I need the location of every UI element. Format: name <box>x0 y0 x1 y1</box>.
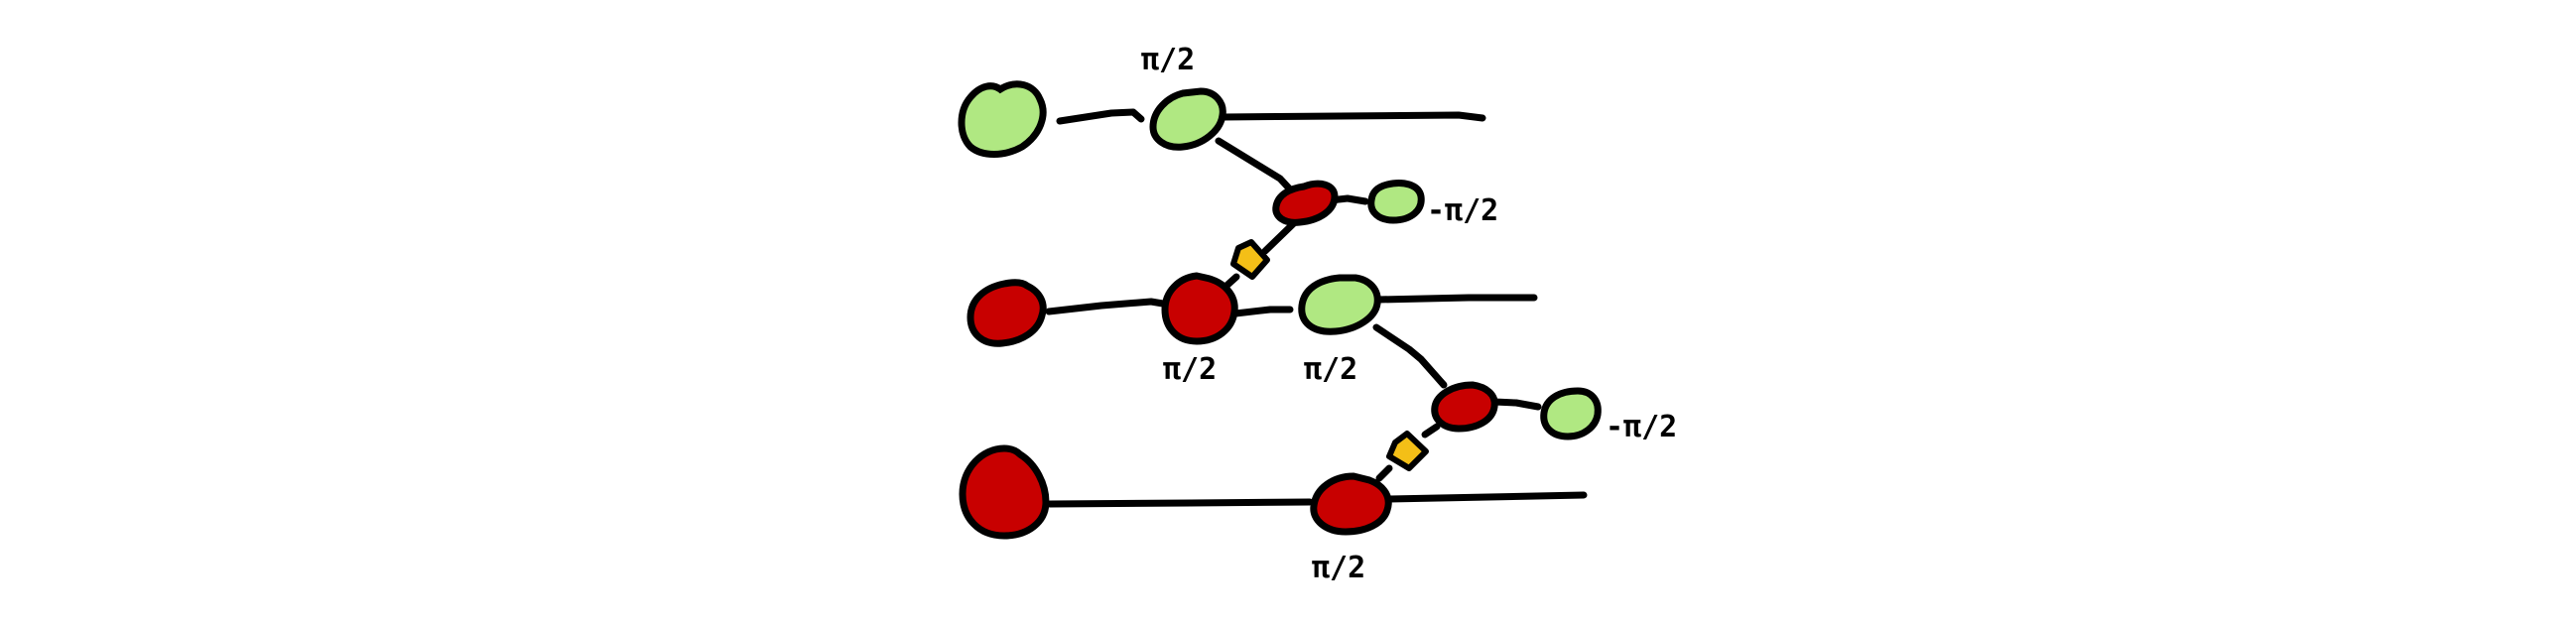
phase-label-q1-a: π/2 <box>1163 352 1217 387</box>
z-spider-q0-c <box>1367 180 1425 224</box>
wire-hadamard-to-q2 <box>1375 464 1393 482</box>
wire-q2-output <box>1385 491 1588 503</box>
spiders <box>958 80 1602 540</box>
phase-label-q1-b: π/2 <box>1304 352 1357 387</box>
z-spider-q1-d <box>1540 387 1602 440</box>
wire-q1-link <box>1231 306 1294 317</box>
phase-label-q2-a: π/2 <box>1312 551 1365 585</box>
phase-label-q0-a: π/2 <box>1141 43 1195 77</box>
wire-q1-to-phase <box>1490 398 1542 411</box>
z-spider-q1-b <box>1298 274 1381 335</box>
x-spider-q0-b <box>1272 180 1339 226</box>
wire-q1-diagonal <box>1372 323 1448 389</box>
hadamard-box-top <box>1230 239 1270 280</box>
wire-q1-to-hadamard-a <box>1421 423 1441 439</box>
wire-q0-input <box>1056 108 1145 125</box>
wire-q0-output <box>1219 111 1486 122</box>
wire-q2-link <box>1046 498 1314 508</box>
phase-label-q1-d: -π/2 <box>1606 410 1677 444</box>
x-spider-q2-a <box>1310 472 1392 536</box>
wire-q1-input <box>1045 298 1167 315</box>
hadamard-box-bottom <box>1386 431 1429 471</box>
wire-q0-diagonal <box>1215 137 1296 195</box>
z-spider-q0-input <box>958 80 1047 158</box>
hadamard-boxes <box>1230 239 1429 471</box>
phase-labels: π/2 -π/2 π/2 π/2 -π/2 π/2 <box>1141 43 1677 585</box>
x-spider-q2-input <box>959 444 1050 540</box>
x-spider-q1-c <box>1431 381 1498 433</box>
wire-q0-to-hadamard <box>1261 217 1300 255</box>
wires <box>1045 108 1588 508</box>
z-spider-q0-a <box>1149 87 1226 151</box>
phase-label-q0-c: -π/2 <box>1427 193 1498 228</box>
x-spider-q1-a <box>1161 272 1238 345</box>
x-spider-q1-input <box>966 279 1047 347</box>
wire-q1-output <box>1374 294 1538 304</box>
